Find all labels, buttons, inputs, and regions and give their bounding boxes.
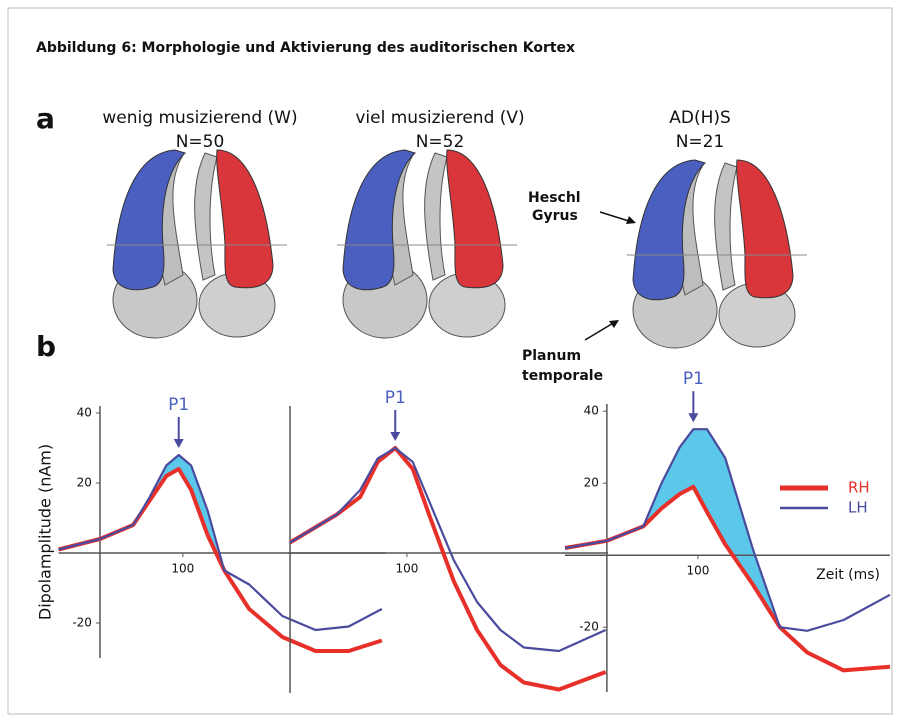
charts: -20 20 40 100 P1 Dipolamplitude (nAm) 100 P1 -20… (36, 369, 891, 693)
peak-label: P1 (385, 388, 406, 408)
figure: Abbildung 6: Morphologie und Aktivierung… (0, 0, 900, 722)
y-tick-label: 40 (584, 404, 599, 418)
line-series (290, 448, 606, 651)
x-tick-label: 100 (686, 564, 709, 578)
group-label: AD(H)S (669, 108, 731, 128)
x-tick-label: 100 (171, 562, 194, 576)
annotation: Gyrus (532, 208, 578, 224)
arrow (585, 322, 615, 340)
peak-label: P1 (168, 395, 189, 415)
y-tick-label: 40 (77, 406, 92, 420)
panel-label: b (36, 330, 56, 363)
brain-image (337, 150, 517, 338)
peak-arrow-head (174, 439, 184, 448)
arrow (600, 212, 632, 222)
y-tick-label: -20 (72, 616, 92, 630)
y-tick-label: 20 (77, 476, 92, 490)
legend-label: RH (848, 479, 870, 497)
group-label: viel musizierend (V) (355, 108, 524, 128)
line-series (290, 448, 606, 690)
x-axis-label: Zeit (ms) (816, 567, 880, 583)
annotation: Heschl (528, 190, 581, 206)
y-tick-label: -20 (579, 620, 599, 634)
annotation: temporale (522, 368, 603, 384)
peak-arrow-head (688, 413, 698, 422)
y-tick-label: 20 (584, 476, 599, 490)
group-n: N=21 (676, 132, 725, 152)
peak-arrow-head (390, 432, 400, 441)
brain-image (627, 160, 807, 348)
y-axis-label: Dipolamplitude (nAm) (36, 444, 55, 620)
group-n: N=50 (176, 132, 225, 152)
arrow-head (626, 216, 636, 224)
line-series (59, 455, 382, 630)
brain-image (107, 150, 287, 338)
legend-label: LH (848, 499, 868, 517)
page: Abbildung 6: Morphologie und Aktivierung… (0, 0, 900, 726)
figure-title: Abbildung 6: Morphologie und Aktivierung… (36, 40, 575, 56)
panel-label: a (36, 102, 55, 135)
group-n: N=52 (416, 132, 465, 152)
annotation: Planum (522, 348, 581, 364)
x-tick-label: 100 (395, 562, 418, 576)
peak-label: P1 (683, 369, 704, 389)
line-series (59, 469, 382, 651)
group-label: wenig musizierend (W) (102, 108, 297, 128)
